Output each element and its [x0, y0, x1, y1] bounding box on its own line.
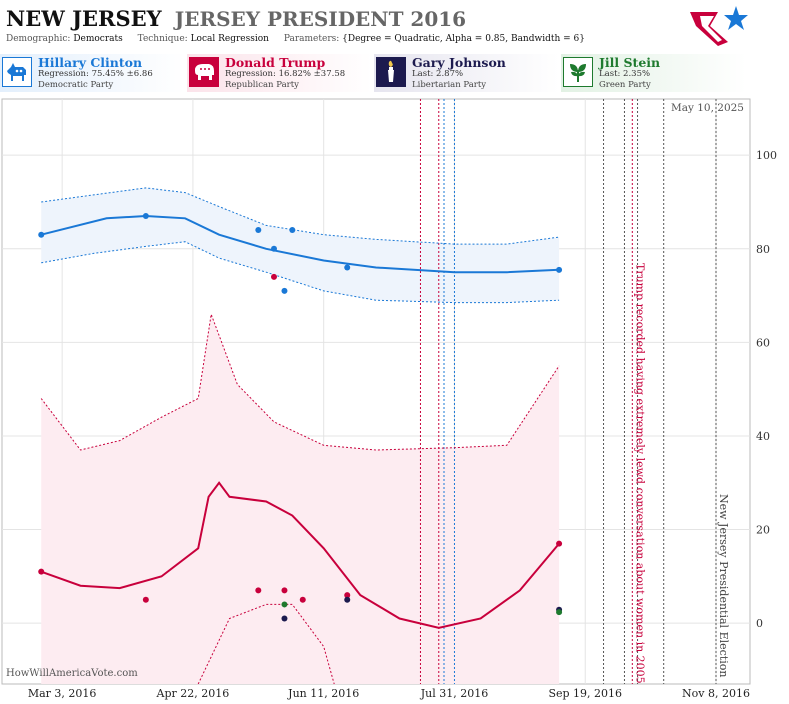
clinton-poll-point — [289, 227, 296, 234]
parameters-label: Parameters: — [283, 34, 340, 44]
johnson-poll-point — [344, 596, 351, 603]
clinton-poll-point — [556, 266, 563, 273]
polling-chart: Trump recorded having extremely lewd con… — [1, 98, 777, 700]
trump-regression-line — [40, 481, 560, 629]
trump-confidence-band — [41, 314, 560, 684]
clinton-regression-line — [40, 214, 560, 274]
trump-poll-point — [255, 587, 262, 594]
clinton-poll-point — [281, 287, 288, 294]
candidate-name: Jill Stein — [599, 55, 661, 70]
title-race: JERSEY PRESIDENT 2016 — [174, 7, 467, 31]
parameters-line: Demographic: Democrats Technique: Local … — [6, 34, 597, 44]
candidate-card-johnson[interactable]: Gary Johnson Last: 2.87% Libertarian Par… — [374, 54, 559, 92]
trump-poll-point — [344, 592, 351, 599]
trump-poll-point — [271, 273, 277, 280]
trump-poll-point — [142, 596, 149, 603]
trump-poll-point — [299, 596, 306, 603]
trump-poll-point — [556, 540, 563, 547]
y-tick-label: 40 — [756, 430, 770, 443]
clinton-poll-point — [271, 245, 277, 252]
demographic-value: Democrats — [73, 34, 123, 44]
trump-upper-bound — [40, 312, 560, 451]
event-annotation: Trump recorded having extremely lewd con… — [633, 263, 646, 684]
date-label: May 10, 2025 — [671, 102, 744, 114]
donkey-icon — [2, 57, 32, 87]
stein-poll-point — [556, 609, 563, 616]
clinton-upper-bound — [41, 187, 560, 245]
candidate-stat: Last: 2.87% — [412, 69, 464, 79]
candidate-party: Libertarian Party — [412, 80, 487, 90]
site-logo-icon — [690, 6, 748, 46]
candidate-party: Green Party — [599, 80, 651, 90]
technique-label: Technique: — [137, 34, 188, 44]
trump-lower-bound — [197, 603, 335, 684]
candidate-name: Hillary Clinton — [38, 55, 143, 70]
parameters-value: {Degree = Quadratic, Alpha = 0.85, Bandw… — [342, 34, 585, 44]
x-tick-label: Jul 31, 2016 — [420, 687, 489, 700]
trump-poll-point — [38, 568, 45, 575]
x-tick-label: Mar 3, 2016 — [28, 687, 97, 700]
stein-poll-point — [281, 601, 288, 608]
event-annotation: New Jersey Presidential Election — [717, 494, 730, 677]
candidate-party: Democratic Party — [38, 80, 114, 90]
candidate-card-clinton[interactable]: Hillary Clinton Regression: 75.45% ±6.86… — [0, 54, 185, 92]
y-tick-label: 0 — [756, 617, 763, 630]
clinton-poll-point — [344, 264, 351, 271]
header: NEW JERSEY JERSEY PRESIDENT 2016 Demogra… — [0, 0, 789, 100]
candidate-name: Gary Johnson — [412, 55, 506, 70]
torch-icon — [376, 57, 406, 87]
candidate-stat: Regression: 75.45% ±6.86 — [38, 69, 153, 79]
clinton-poll-point — [142, 213, 149, 219]
x-tick-label: Nov 8, 2016 — [682, 687, 750, 700]
plot-area: Trump recorded having extremely lewd con… — [2, 99, 750, 684]
clinton-lower-bound — [41, 241, 560, 304]
y-tick-label: 100 — [756, 149, 777, 162]
demographic-label: Demographic: — [6, 34, 71, 44]
candidate-stat: Last: 2.35% — [599, 69, 651, 79]
johnson-poll-point — [281, 615, 288, 622]
candidate-card-stein[interactable]: Jill Stein Last: 2.35% Green Party — [561, 54, 746, 92]
leaf-icon — [563, 57, 593, 87]
technique-value: Local Regression — [190, 34, 269, 44]
candidate-stat: Regression: 16.82% ±37.58 — [225, 69, 346, 79]
y-tick-label: 80 — [756, 243, 770, 256]
watermark: HowWillAmericaVote.com — [6, 668, 138, 679]
title-state: NEW JERSEY — [6, 6, 162, 31]
candidate-card-trump[interactable]: Donald Trump Regression: 16.82% ±37.58 R… — [187, 54, 372, 92]
page-title: NEW JERSEY JERSEY PRESIDENT 2016 — [6, 6, 466, 31]
y-tick-label: 60 — [756, 336, 770, 349]
clinton-poll-point — [38, 231, 45, 238]
clinton-poll-point — [255, 227, 262, 234]
x-tick-label: Sep 19, 2016 — [548, 687, 622, 700]
elephant-icon — [189, 57, 219, 87]
x-tick-label: Jun 11, 2016 — [287, 687, 359, 700]
y-tick-label: 20 — [756, 524, 770, 537]
trump-poll-point — [281, 587, 288, 594]
candidate-party: Republican Party — [225, 80, 299, 90]
x-tick-label: Apr 22, 2016 — [156, 687, 230, 700]
candidate-name: Donald Trump — [225, 55, 326, 70]
